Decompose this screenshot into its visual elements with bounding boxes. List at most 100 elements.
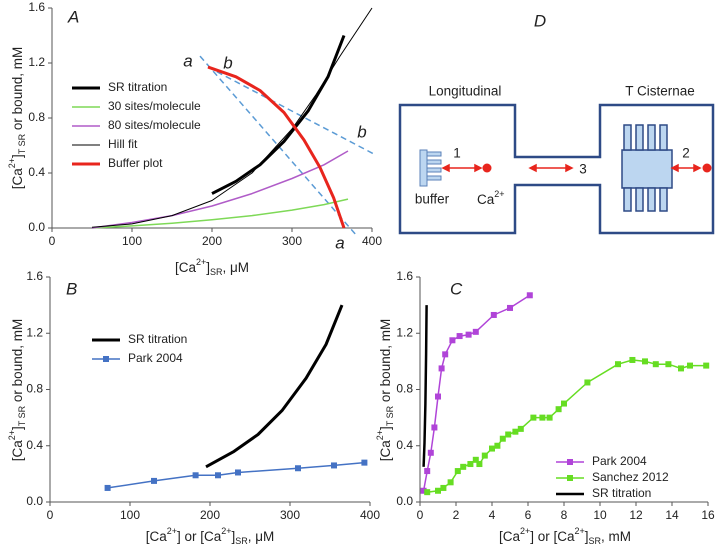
label-part: 2+: [575, 526, 585, 536]
x-tick-label: 16: [701, 508, 715, 522]
legend-label: SR titration: [108, 80, 167, 94]
marker: [507, 304, 513, 311]
marker: [499, 435, 506, 442]
diagram: D Longitudinal T Cisternae buffer Ca2+ 1…: [398, 11, 715, 235]
panel-label: A: [67, 7, 79, 26]
marker: [476, 461, 483, 468]
y-tick-label: 0.8: [26, 382, 43, 396]
marker: [678, 365, 684, 372]
series-line: [91, 7, 373, 228]
x-tick-label: 6: [525, 508, 532, 522]
y-tick-label: 0.4: [28, 165, 45, 179]
marker: [530, 414, 537, 421]
compartment-label: Longitudinal: [429, 84, 502, 99]
marker: [435, 487, 441, 494]
marker: [555, 406, 562, 413]
label-part: or bound, mM: [378, 319, 393, 406]
x-tick-label: 200: [200, 508, 220, 522]
marker: [472, 456, 479, 463]
compartment-outline: [398, 103, 715, 235]
marker: [665, 361, 672, 368]
marker: [472, 328, 479, 335]
y-tick-label: 1.6: [28, 0, 45, 14]
label-part: T SR: [17, 133, 27, 154]
legend-label: SR titration: [128, 332, 187, 346]
legend-marker: [567, 475, 573, 481]
marker: [460, 463, 467, 470]
panel-label: D: [534, 11, 546, 30]
marker: [424, 468, 431, 475]
label-part: , μM: [223, 260, 250, 275]
label-part: T SR: [17, 405, 27, 426]
cisterna-icon: [621, 124, 673, 212]
label-part: 2+: [520, 526, 530, 536]
label-part: 2+: [196, 257, 206, 267]
ion-label: Ca2+: [477, 189, 505, 206]
label-part: ]: [206, 260, 210, 275]
label-part: 2+: [375, 430, 385, 440]
label-part: ]: [585, 529, 589, 544]
y-tick-label: 1.2: [28, 55, 45, 69]
label-part: [Ca: [146, 529, 168, 544]
label-part: [Ca: [175, 260, 197, 275]
marker: [447, 479, 454, 486]
legend-label: Hill fit: [108, 137, 138, 151]
label-part: ] or [Ca: [530, 529, 575, 544]
label-part: 2+: [7, 430, 17, 440]
marker: [361, 459, 368, 466]
label-part: Ca: [477, 192, 495, 207]
x-tick-label: 100: [122, 234, 142, 248]
series-line: [207, 65, 346, 229]
marker: [235, 469, 241, 476]
series-line: [422, 305, 428, 467]
label-part: or bound, mM: [10, 47, 25, 134]
x-tick-label: 12: [629, 508, 643, 522]
x-tick-label: 300: [282, 234, 302, 248]
y-tick-label: 1.6: [396, 269, 413, 283]
label-part: [Ca: [10, 440, 25, 462]
marker: [615, 361, 621, 368]
label-part: 2+: [167, 526, 177, 536]
y-tick-label: 0.8: [28, 110, 45, 124]
x-tick-label: 400: [362, 234, 382, 248]
marker: [438, 365, 445, 372]
marker: [192, 472, 199, 479]
panel-label: C: [450, 279, 463, 298]
arrow-label: 3: [579, 162, 587, 177]
marker: [512, 428, 519, 435]
marker: [456, 333, 463, 340]
x-tick-label: 4: [489, 508, 496, 522]
annotation: b: [357, 122, 366, 141]
marker: [442, 351, 449, 358]
marker: [295, 465, 301, 472]
y-tick-label: 0.4: [26, 438, 43, 452]
marker: [465, 331, 472, 338]
label-part: T SR: [385, 405, 395, 426]
legend-label: 80 sites/molecule: [108, 118, 201, 132]
y-tick-label: 1.2: [26, 325, 43, 339]
marker: [151, 477, 157, 484]
marker: [449, 337, 456, 344]
marker: [703, 362, 710, 369]
label-part: SR: [210, 267, 223, 277]
marker: [215, 472, 221, 479]
label-part: ]: [378, 426, 393, 430]
x-tick-label: 200: [202, 234, 222, 248]
marker: [652, 361, 659, 368]
marker: [454, 468, 461, 475]
marker: [539, 414, 546, 421]
marker: [546, 414, 553, 421]
label-part: [Ca: [499, 529, 521, 544]
label-part: SR: [235, 536, 248, 546]
marker: [526, 292, 533, 299]
y-tick-label: 1.2: [396, 325, 413, 339]
buffer-icon: [419, 149, 442, 187]
legend-label: Sanchez 2012: [592, 470, 669, 484]
marker: [517, 425, 524, 432]
marker: [687, 362, 693, 369]
marker: [331, 462, 337, 469]
label-part: 2+: [494, 189, 504, 199]
x-tick-label: 8: [561, 508, 568, 522]
x-tick-label: 400: [360, 508, 380, 522]
ion-dot: [482, 163, 492, 173]
